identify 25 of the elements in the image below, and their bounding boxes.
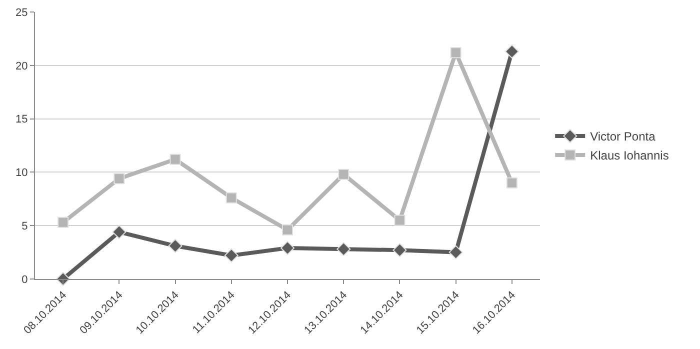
point xyxy=(58,216,69,228)
y-tick-label: 15 xyxy=(16,114,28,126)
point xyxy=(226,192,237,204)
point xyxy=(392,243,407,258)
point xyxy=(450,47,462,58)
legend-label: Klaus Iohannis xyxy=(590,148,669,163)
point xyxy=(448,245,463,260)
point xyxy=(506,177,518,188)
y-tick-label: 0 xyxy=(22,274,28,286)
point xyxy=(112,225,126,240)
point xyxy=(394,214,406,226)
y-tick-label: 20 xyxy=(16,60,28,72)
y-tick-label: 5 xyxy=(22,220,28,232)
y-tick-label: 25 xyxy=(16,6,28,19)
legend-label: Victor Ponta xyxy=(590,130,656,144)
point xyxy=(168,238,182,253)
point xyxy=(114,173,125,184)
point xyxy=(224,248,238,262)
point xyxy=(338,168,350,180)
point xyxy=(336,242,351,256)
y-tick-label: 10 xyxy=(16,167,28,180)
point xyxy=(282,224,293,236)
point xyxy=(170,154,181,165)
point xyxy=(504,44,519,59)
point xyxy=(280,241,294,256)
